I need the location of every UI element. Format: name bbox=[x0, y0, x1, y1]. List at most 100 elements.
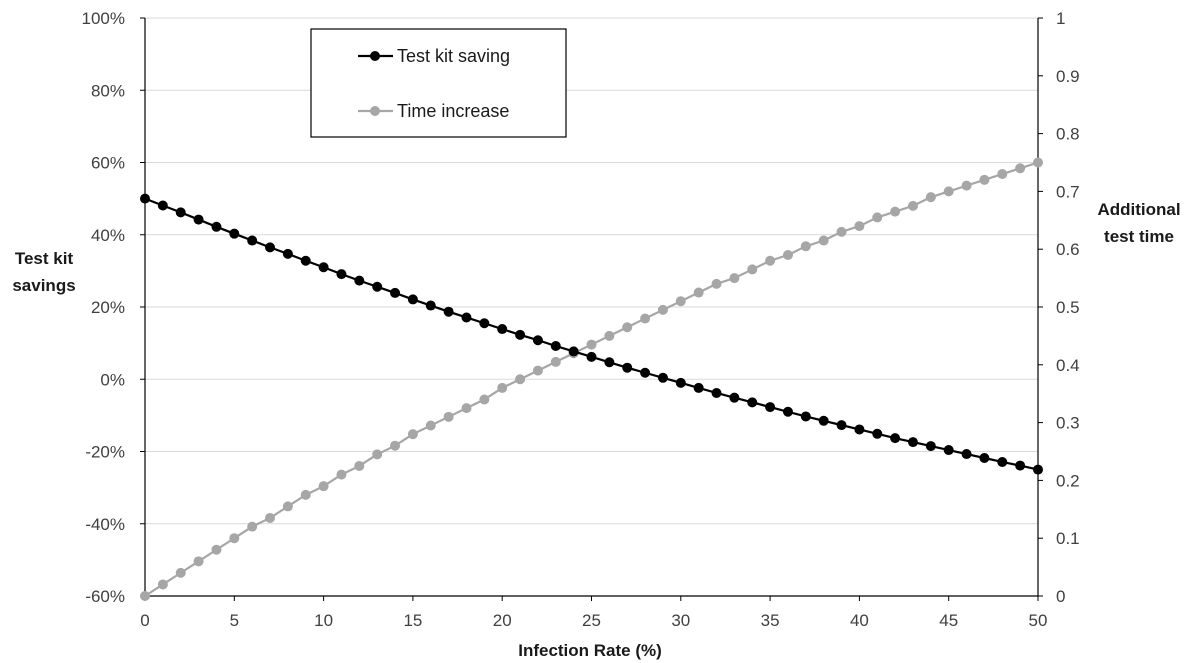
data-point-test-kit-saving bbox=[782, 406, 793, 417]
data-point-test-kit-saving bbox=[425, 300, 436, 311]
y-left-tick-label: -40% bbox=[85, 515, 125, 534]
y-left-tick-label: 40% bbox=[91, 226, 125, 245]
x-tick-label: 25 bbox=[582, 611, 601, 630]
x-tick-label: 15 bbox=[403, 611, 422, 630]
y-right-tick-label: 0.6 bbox=[1056, 240, 1080, 259]
x-tick-label: 20 bbox=[493, 611, 512, 630]
x-tick-label: 0 bbox=[140, 611, 149, 630]
y-left-tick-label: 60% bbox=[91, 154, 125, 173]
data-point-time-increase bbox=[890, 206, 901, 217]
data-point-time-increase bbox=[175, 567, 186, 578]
x-tick-label: 10 bbox=[314, 611, 333, 630]
data-point-test-kit-saving bbox=[497, 324, 508, 335]
y-left-axis-title-line1: Test kit bbox=[15, 249, 74, 268]
x-axis-title: Infection Rate (%) bbox=[518, 641, 662, 660]
tick-labels: 0 5 10 15 20 25 30 35 40 45 50-60%-40%-20%0%20%40%… bbox=[82, 9, 1080, 630]
y-left-tick-label: 80% bbox=[91, 81, 125, 100]
data-point-test-kit-saving bbox=[907, 437, 918, 448]
data-point-time-increase bbox=[390, 440, 401, 451]
y-left-axis-title-line2: savings bbox=[12, 276, 75, 295]
legend-swatch-marker bbox=[370, 51, 380, 61]
y-right-tick-label: 0.5 bbox=[1056, 298, 1080, 317]
data-point-test-kit-saving bbox=[372, 281, 383, 292]
data-point-time-increase bbox=[354, 460, 365, 471]
data-point-test-kit-saving bbox=[265, 242, 276, 253]
data-point-time-increase bbox=[140, 591, 150, 601]
data-point-time-increase bbox=[461, 403, 472, 414]
y-right-tick-label: 1 bbox=[1056, 9, 1065, 28]
data-point-test-kit-saving bbox=[657, 372, 668, 383]
legend-label: Time increase bbox=[397, 101, 509, 121]
y-right-axis-title-line2: test time bbox=[1104, 227, 1174, 246]
data-point-test-kit-saving bbox=[282, 248, 293, 259]
data-point-test-kit-saving bbox=[693, 382, 704, 393]
data-point-time-increase bbox=[443, 411, 454, 422]
data-point-test-kit-saving bbox=[800, 411, 811, 422]
data-point-test-kit-saving bbox=[479, 318, 490, 329]
data-point-test-kit-saving bbox=[247, 235, 258, 246]
data-point-time-increase bbox=[604, 330, 615, 341]
data-point-test-kit-saving bbox=[175, 207, 186, 218]
data-point-test-kit-saving bbox=[586, 351, 597, 362]
data-point-test-kit-saving bbox=[961, 449, 972, 460]
data-point-test-kit-saving bbox=[354, 275, 365, 286]
data-point-time-increase bbox=[640, 313, 651, 324]
legend-label: Test kit saving bbox=[397, 46, 510, 66]
data-point-time-increase bbox=[247, 521, 258, 532]
y-left-tick-label: -20% bbox=[85, 443, 125, 462]
data-point-test-kit-saving bbox=[211, 221, 222, 232]
x-tick-label: 40 bbox=[850, 611, 869, 630]
data-point-time-increase bbox=[282, 501, 293, 512]
data-point-time-increase bbox=[157, 579, 168, 590]
data-point-time-increase bbox=[515, 374, 526, 385]
y-right-tick-label: 0 bbox=[1056, 587, 1065, 606]
data-point-test-kit-saving bbox=[318, 262, 329, 273]
data-point-time-increase bbox=[425, 420, 436, 431]
data-point-test-kit-saving bbox=[979, 453, 990, 464]
data-point-time-increase bbox=[211, 544, 222, 555]
data-point-test-kit-saving bbox=[675, 377, 686, 388]
data-point-time-increase bbox=[193, 556, 204, 567]
data-point-time-increase bbox=[372, 449, 383, 460]
data-point-time-increase bbox=[782, 249, 793, 260]
data-point-test-kit-saving bbox=[515, 329, 526, 340]
data-point-time-increase bbox=[711, 278, 722, 289]
y-right-tick-label: 0.3 bbox=[1056, 414, 1080, 433]
y-right-tick-label: 0.8 bbox=[1056, 125, 1080, 144]
data-point-test-kit-saving bbox=[336, 269, 347, 280]
y-right-tick-label: 0.2 bbox=[1056, 471, 1080, 490]
data-point-time-increase bbox=[532, 365, 543, 376]
legend-swatch-marker bbox=[370, 106, 380, 116]
data-point-test-kit-saving bbox=[925, 441, 936, 452]
data-point-time-increase bbox=[765, 255, 776, 266]
data-point-test-kit-saving bbox=[890, 433, 901, 444]
data-point-test-kit-saving bbox=[157, 200, 168, 211]
data-point-time-increase bbox=[693, 287, 704, 298]
data-point-test-kit-saving bbox=[622, 362, 633, 373]
data-point-time-increase bbox=[1033, 157, 1043, 168]
data-point-test-kit-saving bbox=[640, 367, 651, 378]
gridlines bbox=[145, 17, 1038, 525]
data-point-test-kit-saving bbox=[1033, 464, 1043, 475]
data-point-time-increase bbox=[729, 273, 740, 284]
data-point-time-increase bbox=[854, 221, 865, 232]
data-point-time-increase bbox=[229, 533, 240, 544]
x-tick-label: 45 bbox=[939, 611, 958, 630]
data-point-test-kit-saving bbox=[407, 294, 418, 305]
data-point-test-kit-saving bbox=[818, 415, 829, 426]
data-point-test-kit-saving bbox=[443, 306, 454, 317]
data-point-time-increase bbox=[979, 174, 990, 185]
data-point-time-increase bbox=[747, 264, 758, 275]
legend-box bbox=[310, 28, 567, 138]
y-right-tick-label: 0.9 bbox=[1056, 67, 1080, 86]
data-point-test-kit-saving bbox=[872, 428, 883, 439]
series-line-test-kit-saving bbox=[144, 197, 1039, 471]
x-tick-label: 50 bbox=[1029, 611, 1048, 630]
data-point-test-kit-saving bbox=[229, 228, 240, 239]
y-right-tick-label: 0.7 bbox=[1056, 182, 1080, 201]
data-point-test-kit-saving bbox=[390, 287, 401, 298]
data-point-time-increase bbox=[318, 481, 329, 492]
data-point-time-increase bbox=[407, 429, 418, 440]
data-point-test-kit-saving bbox=[765, 402, 776, 413]
data-point-test-kit-saving bbox=[300, 255, 311, 266]
